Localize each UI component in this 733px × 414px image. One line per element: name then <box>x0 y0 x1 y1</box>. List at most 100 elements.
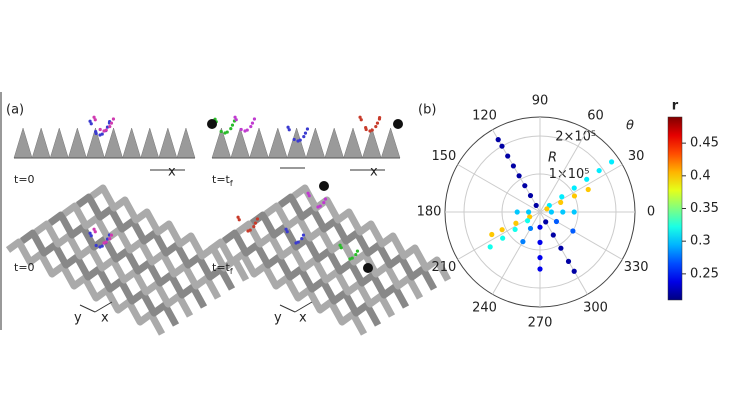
theta-tick-label: 330 <box>624 260 649 275</box>
axis-label: x <box>101 311 109 326</box>
particle <box>233 115 237 119</box>
particle <box>296 240 300 244</box>
particle <box>339 246 343 250</box>
particle <box>104 128 108 132</box>
particle <box>108 125 112 129</box>
particle <box>94 243 98 248</box>
axis-label: y <box>274 311 282 326</box>
data-point <box>513 220 519 226</box>
particle <box>250 121 255 125</box>
particle <box>92 227 96 231</box>
data-point <box>608 159 615 165</box>
data-point <box>571 268 577 274</box>
time-main: t=t <box>212 261 231 274</box>
panel-a-drawing <box>5 115 452 336</box>
dimer-icon <box>207 119 217 129</box>
particle <box>100 132 104 136</box>
particle <box>219 129 223 134</box>
particle <box>100 244 104 248</box>
data-point <box>512 226 518 233</box>
theta-tick-label: 300 <box>583 301 608 316</box>
data-point <box>510 163 516 169</box>
colorbar-tick-label: 0.25 <box>690 266 719 281</box>
particle <box>370 128 374 132</box>
data-point <box>520 239 526 245</box>
particle <box>94 129 98 134</box>
theta-tick-label: 240 <box>472 301 497 316</box>
particle <box>301 233 306 237</box>
particle <box>350 256 354 260</box>
particle <box>252 117 257 121</box>
particle <box>338 243 342 247</box>
colorbar-tick-label: 0.3 <box>690 234 711 249</box>
data-point <box>499 143 505 149</box>
data-point <box>560 209 566 215</box>
angle-label: θ <box>626 119 634 134</box>
particle <box>378 115 382 120</box>
colorbar-tick-label: 0.4 <box>690 168 711 183</box>
particle <box>93 118 97 122</box>
particle <box>306 191 310 195</box>
time-label: t=tf <box>212 261 233 276</box>
particle <box>248 228 252 232</box>
particle <box>109 121 114 125</box>
axis-label: x <box>370 165 378 180</box>
time-sub: f <box>230 179 233 188</box>
time-sub: f <box>230 267 233 276</box>
particle <box>359 118 363 122</box>
data-point <box>553 218 560 225</box>
data-point <box>558 199 564 205</box>
theta-tick-label: 60 <box>587 108 604 123</box>
particle <box>234 118 238 122</box>
particle <box>89 122 93 126</box>
potential-1d <box>13 127 196 159</box>
potential-1d <box>211 127 401 159</box>
data-point <box>565 258 572 264</box>
grid-spoke <box>492 129 541 213</box>
theta-tick-label: 270 <box>528 316 553 331</box>
panel-label: (a) <box>6 103 24 118</box>
particle <box>322 201 326 205</box>
particle <box>93 230 97 234</box>
dimer-icon <box>363 263 373 273</box>
panel-label: (b) <box>418 103 436 118</box>
particle <box>249 125 253 129</box>
data-point <box>544 206 550 212</box>
data-point <box>527 214 533 220</box>
particle <box>354 253 358 257</box>
particle <box>88 231 92 235</box>
axis-label: x <box>299 311 307 326</box>
particle <box>286 125 290 129</box>
data-point <box>571 193 578 199</box>
particle <box>245 128 249 132</box>
data-point <box>559 194 565 200</box>
particle <box>253 221 258 225</box>
theta-tick-label: 30 <box>628 149 645 164</box>
axis-arrow <box>279 304 296 313</box>
potential-2d <box>89 184 250 282</box>
particle <box>92 115 96 119</box>
axis-arrow <box>294 301 313 313</box>
particle <box>255 217 260 221</box>
data-point <box>571 209 577 215</box>
time-label: t=tf <box>212 173 233 188</box>
particle <box>303 131 308 135</box>
grid-spoke <box>492 211 541 295</box>
particle <box>300 237 304 241</box>
data-point <box>585 186 591 193</box>
data-point <box>514 209 520 215</box>
r-tick-label: 2×10⁵ <box>555 130 596 145</box>
data-point <box>487 244 493 250</box>
particle <box>109 233 114 237</box>
data-point <box>537 255 543 261</box>
data-point <box>524 218 531 224</box>
axis-arrow <box>94 301 113 313</box>
colorbar-tick-label: 0.35 <box>690 201 719 216</box>
data-point <box>533 202 539 209</box>
grid-spoke <box>457 164 541 213</box>
data-point <box>537 239 543 245</box>
radial-label: R <box>548 151 557 166</box>
particle <box>287 128 291 132</box>
particle <box>236 215 240 219</box>
